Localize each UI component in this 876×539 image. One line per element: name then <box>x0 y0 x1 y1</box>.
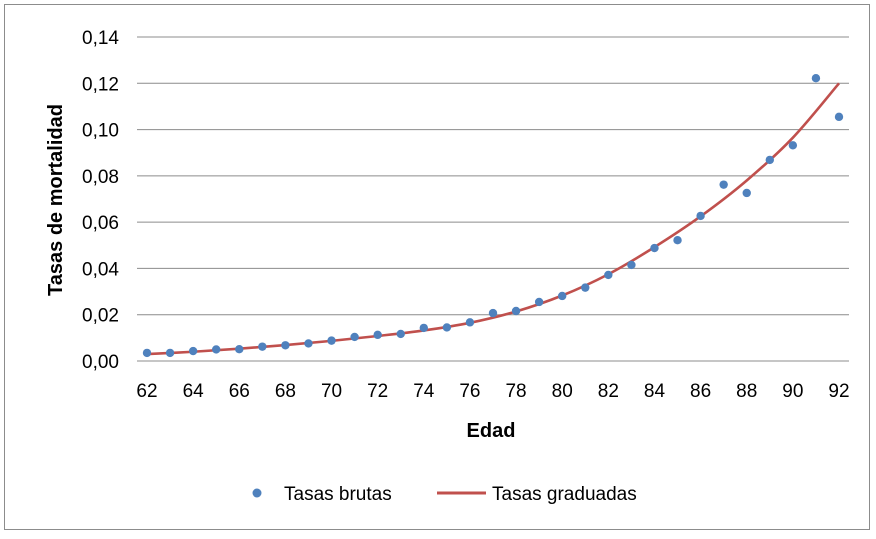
raw-rate-point <box>465 318 475 327</box>
y-axis-title: Tasas de mortalidad <box>45 104 67 296</box>
raw-rate-point <box>142 348 152 358</box>
raw-rate-point <box>696 211 705 221</box>
legend-label-raw: Tasas brutas <box>284 484 392 505</box>
raw-rate-point <box>627 260 636 270</box>
raw-rate-point <box>488 308 498 318</box>
x-axis-title: Edad <box>467 420 516 442</box>
y-tick-label: 0,10 <box>82 121 119 142</box>
raw-rate-point <box>419 323 428 333</box>
raw-rate-point <box>327 336 336 345</box>
raw-rate-point <box>396 329 405 339</box>
raw-rate-point <box>281 341 290 350</box>
y-tick-label: 0,00 <box>82 352 119 373</box>
x-tick-labels: 62 64 66 68 70 72 74 76 78 80 82 84 86 88 90 92 <box>136 381 849 402</box>
x-tick-label: 82 <box>598 381 619 402</box>
y-tick-label: 0,06 <box>82 213 119 234</box>
x-tick-label: 86 <box>690 381 711 402</box>
raw-rate-point <box>719 180 728 189</box>
raw-rate-point <box>304 339 313 348</box>
raw-rate-point <box>165 348 175 358</box>
x-tick-label: 88 <box>736 381 757 402</box>
raw-rate-point <box>650 243 659 253</box>
raw-rate-point <box>212 345 221 354</box>
raw-rate-point <box>581 283 590 292</box>
x-tick-label: 72 <box>367 381 388 402</box>
raw-rate-point <box>742 188 751 198</box>
raw-rate-point <box>811 73 821 83</box>
legend-marker-raw <box>252 488 262 498</box>
raw-rate-point <box>534 297 544 307</box>
x-tick-label: 78 <box>505 381 526 402</box>
x-tick-label: 64 <box>183 381 205 402</box>
series-raw <box>142 73 844 358</box>
x-tick-label: 80 <box>552 381 573 402</box>
legend-label-graduated: Tasas graduadas <box>492 484 637 505</box>
y-tick-label: 0,12 <box>82 74 119 95</box>
raw-rate-point <box>373 330 382 340</box>
y-tick-label: 0,08 <box>82 167 119 188</box>
legend: Tasas brutas Tasas graduadas <box>252 484 637 505</box>
y-tick-label: 0,04 <box>82 259 119 280</box>
x-tick-label: 66 <box>229 381 250 402</box>
raw-rate-point <box>558 291 567 301</box>
raw-rate-point <box>604 270 613 280</box>
x-tick-label: 90 <box>782 381 803 402</box>
x-tick-label: 74 <box>413 381 435 402</box>
x-tick-label: 84 <box>644 381 666 402</box>
chart-frame: 0,00 0,02 0,04 0,06 0,08 0,10 0,12 0,14 62 64 66 6… <box>4 4 870 530</box>
raw-rate-point <box>788 141 798 150</box>
x-tick-label: 62 <box>136 381 157 402</box>
raw-rate-point <box>673 235 682 245</box>
raw-rate-point <box>235 344 244 354</box>
raw-rate-point <box>765 155 774 165</box>
x-tick-label: 92 <box>828 381 849 402</box>
mortality-chart: 0,000,020,040,060,080,100,120,14 62 64 66 6… <box>45 28 850 505</box>
raw-rate-point <box>350 332 359 342</box>
y-tick-labels: 0,00 0,02 0,04 0,06 0,08 0,10 0,12 0,14 <box>82 28 119 373</box>
raw-rate-point <box>834 112 844 122</box>
raw-rate-point <box>188 346 198 356</box>
x-tick-label: 70 <box>321 381 342 402</box>
gridlines <box>137 36 849 362</box>
raw-rate-point <box>442 323 452 332</box>
y-tick-label: 0,14 <box>82 28 119 49</box>
y-tick-label: 0,02 <box>82 306 119 327</box>
x-tick-label: 76 <box>459 381 480 402</box>
raw-rate-point <box>511 306 521 316</box>
x-tick-label: 68 <box>275 381 296 402</box>
raw-rate-point <box>258 342 267 351</box>
